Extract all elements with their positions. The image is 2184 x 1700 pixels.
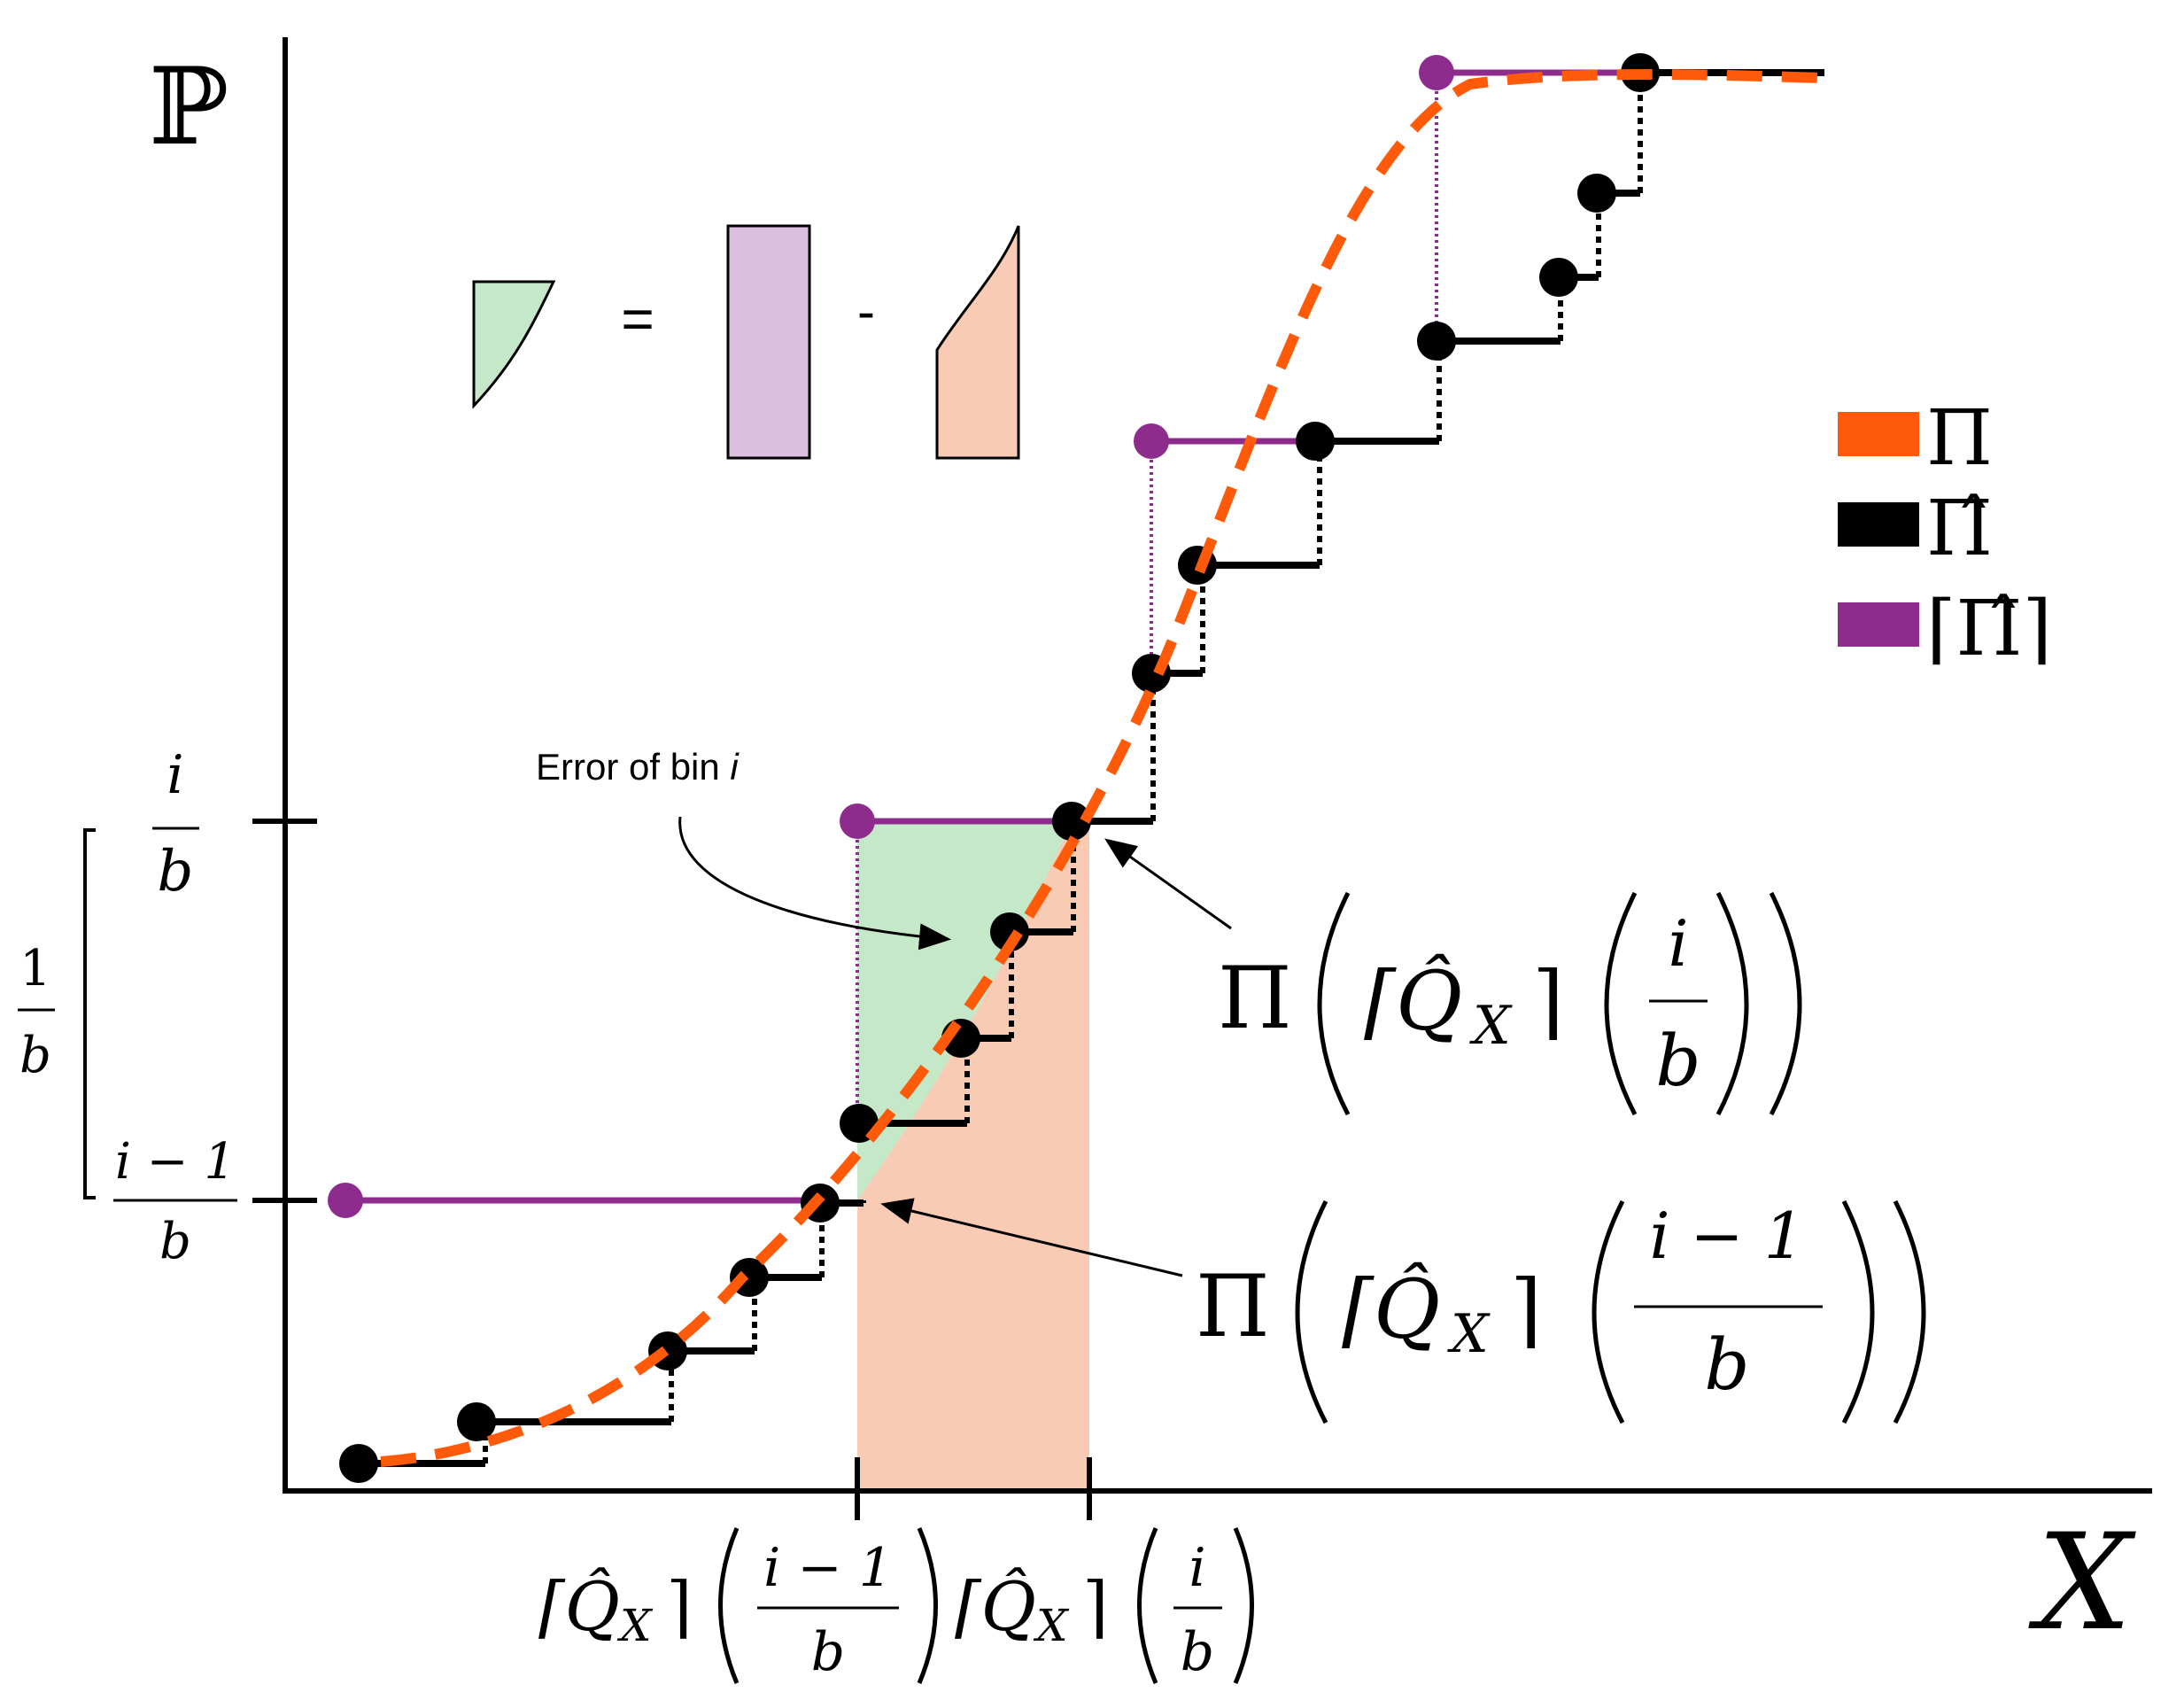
- legend-swatch-empirical: [1838, 502, 1919, 547]
- ceiling-cdf: [328, 55, 1640, 1218]
- svg-text:X: X: [1033, 1600, 1070, 1651]
- ceiling-point: [1134, 423, 1169, 459]
- ceiling-point: [328, 1183, 363, 1218]
- svg-text:X: X: [1469, 995, 1513, 1057]
- bin-height-label: 1 b: [18, 940, 55, 1084]
- ceiling-point: [840, 803, 875, 839]
- svg-text:⌈Q̂: ⌈Q̂: [1342, 1261, 1440, 1357]
- svg-text:X: X: [616, 1600, 654, 1651]
- lower-eval-annotation: Π ⌈Q̂ X ⌉ i − 1 b: [880, 1198, 1926, 1424]
- svg-text:X: X: [1447, 1303, 1491, 1365]
- legend-swatch-ceiling: [1838, 602, 1919, 647]
- svg-text:b: b: [1704, 1324, 1749, 1406]
- svg-text:⌈Q̂: ⌈Q̂: [1364, 953, 1462, 1049]
- error-annotation: Error of bin i: [536, 746, 951, 951]
- svg-text:b: b: [19, 1027, 51, 1084]
- svg-text:⌈Q̂: ⌈Q̂: [538, 1567, 620, 1646]
- equation-green-shape: [472, 280, 556, 409]
- svg-text:Π: Π: [1196, 1257, 1270, 1356]
- svg-text:i − 1: i − 1: [763, 1537, 893, 1599]
- empirical-point: [457, 1402, 496, 1441]
- svg-text:⌉: ⌉: [1510, 1262, 1542, 1357]
- empirical-point: [990, 912, 1029, 951]
- legend: ΠΠ̂ ⌈Π̂⌉: [1838, 394, 2052, 673]
- x-axis-label: X: [2028, 1506, 2136, 1660]
- equation-purple-rect: [726, 224, 811, 460]
- y-axis-label: ℙ: [149, 46, 228, 169]
- svg-text:b: b: [158, 839, 194, 904]
- upper-eval-annotation: Π ⌈Q̂ X ⌉ i b: [1104, 838, 1802, 1116]
- svg-text:i: i: [167, 744, 183, 806]
- ceiling-point: [1419, 55, 1454, 90]
- error-label: Error of bin i: [536, 746, 740, 788]
- area-equation: = -: [472, 224, 1020, 460]
- svg-text:i: i: [1189, 1537, 1205, 1599]
- x-tick-label-left: ⌈Q̂ X ⌉ i − 1 b: [538, 1527, 938, 1684]
- error-arrow: [678, 816, 951, 951]
- upper-eval-arrow: [1104, 838, 1232, 930]
- svg-text:b: b: [1181, 1621, 1214, 1683]
- svg-text:⌉: ⌉: [666, 1567, 693, 1646]
- y-tick-label-upper: i b: [152, 744, 199, 904]
- equation-minus: -: [857, 282, 875, 341]
- empirical-point: [1577, 174, 1616, 213]
- svg-text:⌉: ⌉: [1532, 954, 1564, 1049]
- y-tick-label-lower: i − 1 b: [113, 1133, 237, 1270]
- empirical-point: [1539, 258, 1578, 297]
- lower-eval-arrow: [880, 1198, 1183, 1277]
- svg-text:i: i: [1668, 906, 1688, 981]
- empirical-point: [339, 1444, 378, 1483]
- legend-label-empirical: Π̂: [1926, 485, 1993, 573]
- svg-text:b: b: [811, 1621, 845, 1683]
- svg-text:1: 1: [19, 940, 51, 997]
- svg-text:⌉: ⌉: [1082, 1567, 1109, 1646]
- empirical-point: [1296, 422, 1335, 461]
- bin-height-bracket: [83, 828, 96, 1199]
- x-tick-label-right: ⌈Q̂ X ⌉ i b: [955, 1527, 1254, 1684]
- svg-text:Π: Π: [1218, 949, 1292, 1048]
- true-cdf-curve: [380, 69, 1825, 1467]
- svg-text:i − 1: i − 1: [115, 1133, 236, 1191]
- svg-text:⌈Q̂: ⌈Q̂: [955, 1567, 1036, 1646]
- legend-label-true: Π: [1926, 394, 1993, 483]
- legend-swatch-true: [1838, 412, 1919, 456]
- equation-orange-shape: [935, 225, 1020, 460]
- svg-text:i − 1: i − 1: [1650, 1199, 1805, 1273]
- legend-label-ceiling: ⌈Π̂⌉: [1926, 585, 2052, 673]
- empirical-point: [1052, 802, 1091, 841]
- svg-text:b: b: [1655, 1020, 1700, 1102]
- svg-text:b: b: [159, 1213, 191, 1270]
- empirical-point: [1417, 322, 1456, 361]
- equation-equals: =: [621, 287, 654, 351]
